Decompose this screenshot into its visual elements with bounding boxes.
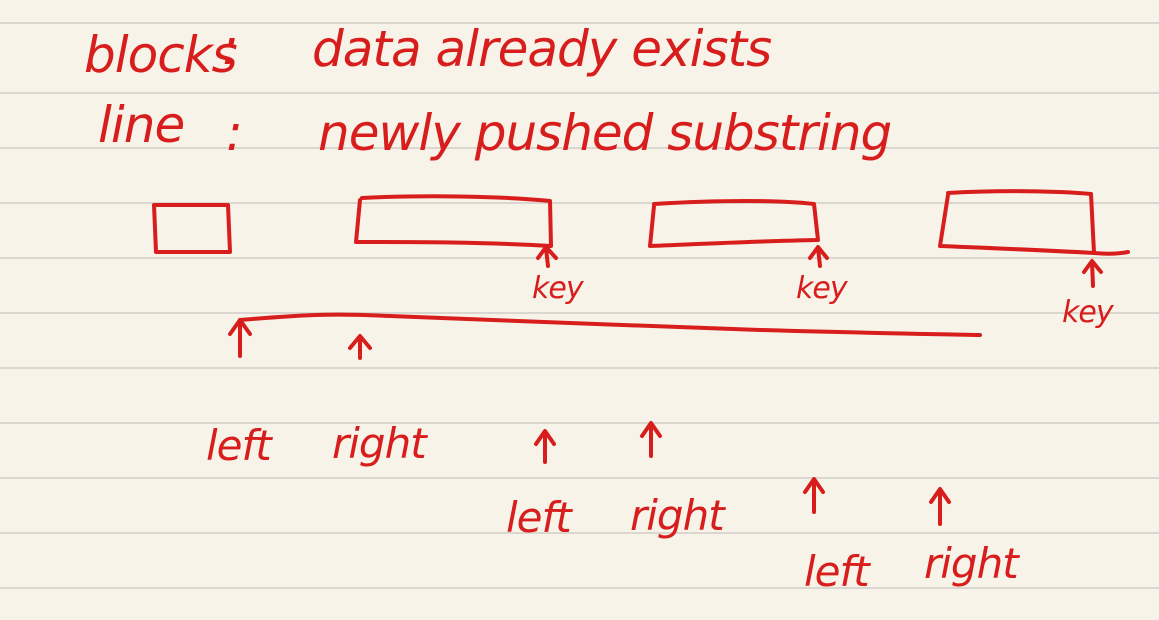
data-block-4 <box>938 189 1096 255</box>
right-label-1: right <box>332 419 428 468</box>
right-label-2: right <box>630 491 726 540</box>
left-label-3: left <box>804 547 871 596</box>
left-pointer-arrow-1 <box>228 318 252 358</box>
key-arrow-2 <box>808 245 829 268</box>
key-label-1: key <box>532 271 585 306</box>
right-pointer-arrow-3 <box>929 487 951 526</box>
data-block-3 <box>648 199 820 248</box>
left-label-1: left <box>206 421 273 470</box>
legend-line-description: newly pushed substring <box>318 104 891 162</box>
left-label-2: left <box>506 493 573 542</box>
left-pointer-arrow-2 <box>534 429 556 464</box>
data-block-4-tail <box>1092 250 1130 256</box>
right-label-3: right <box>924 539 1020 588</box>
right-pointer-arrow-2 <box>640 421 662 458</box>
left-pointer-arrow-3 <box>803 477 825 514</box>
key-label-3: key <box>1062 295 1115 330</box>
key-label-2: key <box>796 271 849 306</box>
data-block-2 <box>354 194 553 248</box>
key-arrow-3 <box>1082 259 1103 288</box>
right-pointer-arrow-1 <box>348 334 372 360</box>
pushed-substring-line <box>238 312 982 337</box>
legend-blocks-term: blocks <box>84 26 237 84</box>
legend-line-term: line <box>98 96 184 154</box>
legend-blocks-separator: : <box>222 18 238 76</box>
legend-line-separator: : <box>226 104 242 162</box>
data-block-1 <box>152 203 232 254</box>
legend-blocks-description: data already exists <box>312 20 771 78</box>
key-arrow-1 <box>536 245 558 268</box>
